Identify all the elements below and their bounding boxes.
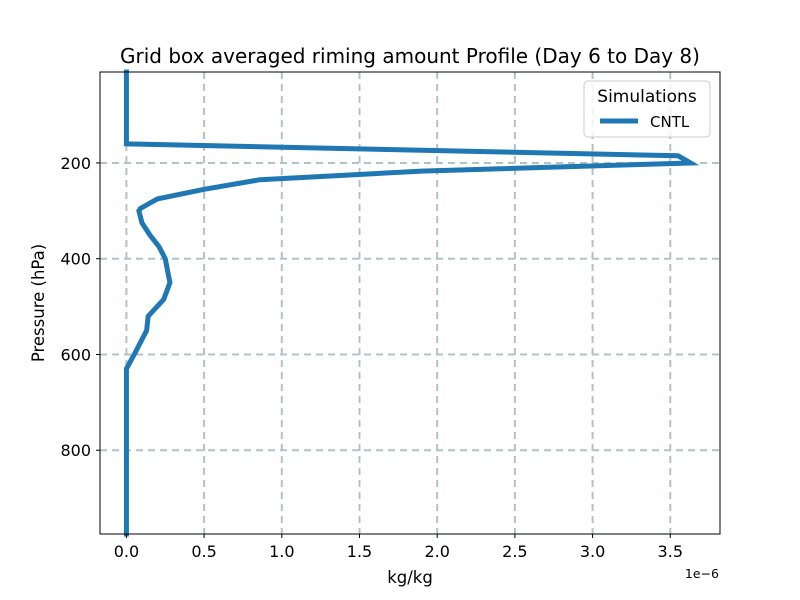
- x-tick-label: 0.5: [191, 542, 216, 561]
- y-axis: 200 400 600 800: [60, 154, 100, 460]
- x-tick-label: 1.5: [347, 542, 372, 561]
- y-tick-label: 200: [60, 154, 91, 173]
- grid-lines: [100, 72, 720, 534]
- x-offset-text: 1e−6: [685, 566, 719, 581]
- plot-frame: [99, 71, 721, 535]
- y-axis-label: Pressure (hPa): [29, 244, 48, 362]
- x-axis: 0.0 0.5 1.0 1.5 2.0 2.5 3.0 3.5: [114, 534, 683, 561]
- x-axis-label: kg/kg: [387, 568, 433, 587]
- x-tick-label: 2.0: [424, 542, 449, 561]
- chart-title: Grid box averaged riming amount Profile …: [120, 44, 700, 68]
- x-tick-label: 0.0: [114, 542, 139, 561]
- x-tick-label: 2.5: [502, 542, 527, 561]
- y-tick-label: 600: [60, 345, 91, 364]
- series-line-cntl: [123, 69, 700, 537]
- y-tick-label: 400: [60, 250, 91, 269]
- x-tick-label: 1.0: [269, 542, 294, 561]
- legend-entry-label: CNTL: [650, 113, 690, 131]
- series-layer: [123, 69, 700, 537]
- legend-title: Simulations: [597, 87, 697, 107]
- legend: Simulations CNTL: [583, 80, 711, 138]
- x-tick-label: 3.5: [658, 542, 683, 561]
- y-tick-label: 800: [60, 441, 91, 460]
- x-tick-label: 3.0: [580, 542, 605, 561]
